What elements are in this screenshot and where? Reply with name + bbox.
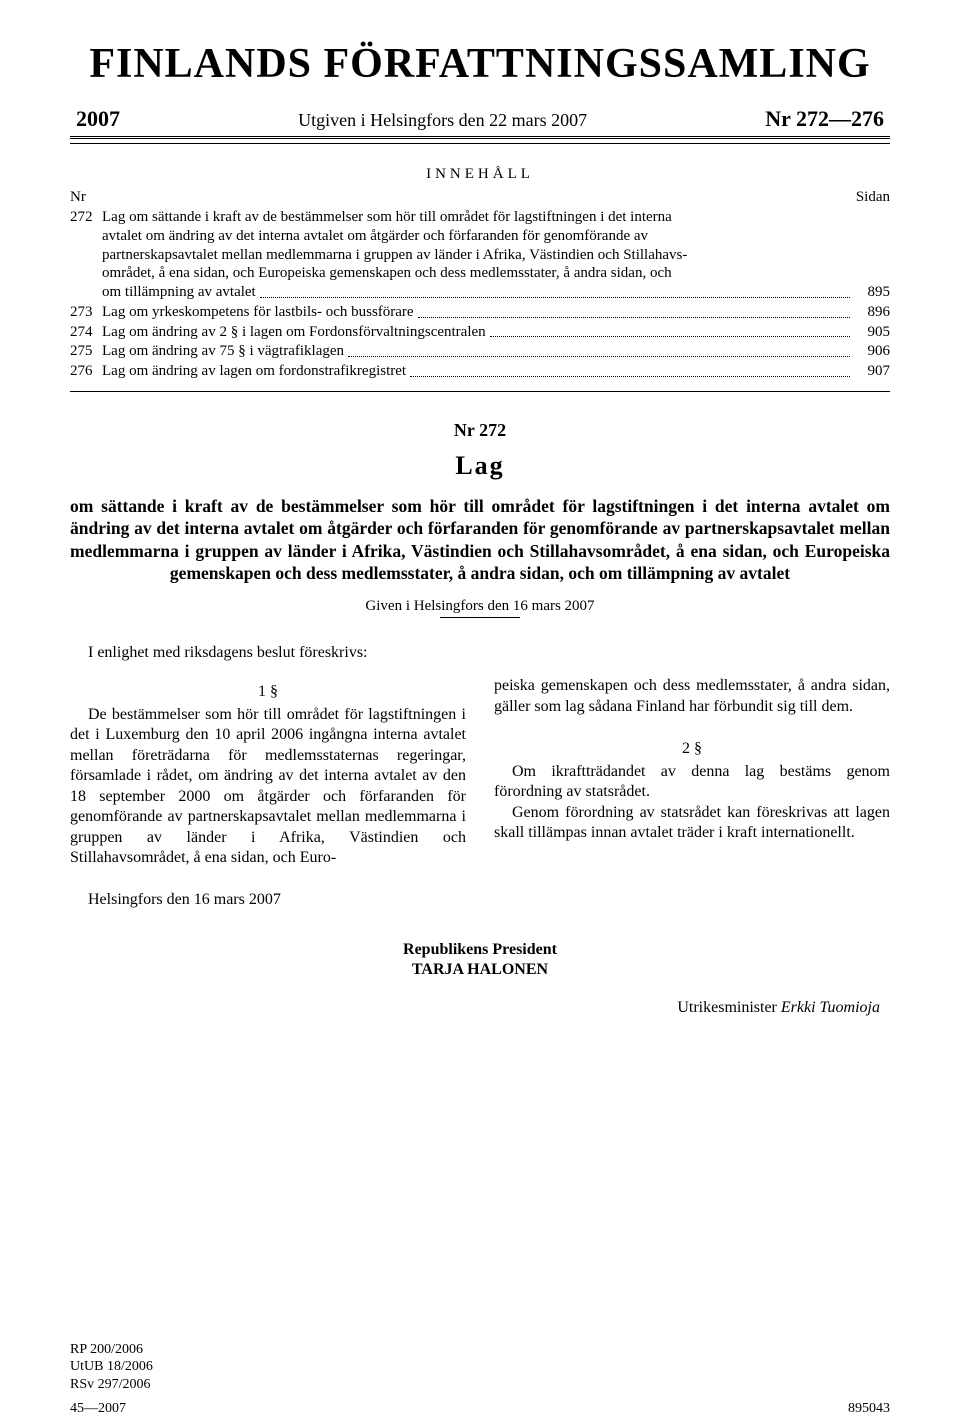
signature-place-date: Helsingfors den 16 mars 2007: [70, 891, 890, 909]
toc-item-nr: 272: [70, 208, 102, 303]
toc-item-page: 895: [854, 283, 890, 302]
issued-in: Utgiven i Helsingfors den 22 mars 2007: [298, 110, 587, 131]
toc-item-page: 896: [854, 303, 890, 322]
law-title: om sättande i kraft av de bestämmelser s…: [70, 495, 890, 585]
section-paragraph: Genom förordning av statsrådet kan föres…: [494, 803, 890, 844]
toc-row: 273 Lag om yrkeskompetens för lastbils- …: [70, 303, 890, 322]
toc-item-nr: 275: [70, 342, 102, 361]
toc-item-text: området, å ena sidan, och Europeiska gem…: [102, 264, 890, 283]
president-name: TARJA HALONEN: [70, 961, 890, 979]
toc-nr-label: Nr: [70, 189, 86, 206]
toc-sidan-label: Sidan: [856, 189, 890, 206]
law-number: Nr 272: [70, 420, 890, 441]
toc-leader-dots: [490, 336, 850, 337]
toc-row: 272 Lag om sättande i kraft av de bestäm…: [70, 208, 890, 303]
toc-row: 274 Lag om ändring av 2 § i lagen om For…: [70, 323, 890, 342]
toc-row: 276 Lag om ändring av lagen om fordonstr…: [70, 362, 890, 381]
right-column: peiska gemenskapen och dess medlemsstate…: [494, 676, 890, 868]
toc-leader-dots: [410, 376, 850, 377]
toc-column-headers: Nr Sidan: [70, 189, 890, 206]
section-paragraph: De bestämmelser som hör till området för…: [70, 705, 466, 869]
toc-item-text: Lag om ändring av lagen om fordonstrafik…: [102, 362, 406, 381]
section-number: 1 §: [70, 682, 466, 702]
footer-references: RP 200/2006 UtUB 18/2006 RSv 297/2006: [70, 1341, 153, 1394]
toc-item-text: om tillämpning av avtalet: [102, 283, 256, 302]
toc-row: 275 Lag om ändring av 75 § i vägtrafikla…: [70, 342, 890, 361]
minister-name: Erkki Tuomioja: [781, 999, 880, 1016]
given-rule: [440, 617, 520, 618]
toc-heading: INNEHÅLL: [70, 166, 890, 183]
footer-ref: UtUB 18/2006: [70, 1358, 153, 1376]
header-rule: [70, 136, 890, 144]
sub-header: 2007 Utgiven i Helsingfors den 22 mars 2…: [70, 106, 890, 132]
toc-item-nr: 276: [70, 362, 102, 381]
toc-item-text: partnerskapsavtalet mellan medlemmarna i…: [102, 246, 890, 265]
main-title: FINLANDS FÖRFATTNINGSSAMLING: [70, 40, 890, 88]
footer-ref: RSv 297/2006: [70, 1376, 153, 1394]
toc-bottom-rule: [70, 391, 890, 392]
publication-year: 2007: [76, 106, 120, 132]
preamble: I enlighet med riksdagens beslut föreskr…: [70, 644, 890, 662]
minister-signature: Utrikesminister Erkki Tuomioja: [70, 999, 890, 1017]
law-body-columns: 1 § De bestämmelser som hör till området…: [70, 676, 890, 868]
toc-leader-dots: [418, 317, 850, 318]
toc-list: 272 Lag om sättande i kraft av de bestäm…: [70, 208, 890, 381]
minister-label: Utrikesminister: [677, 999, 781, 1016]
law-word: Lag: [70, 451, 890, 481]
issue-number-range: Nr 272—276: [765, 106, 884, 132]
toc-leader-dots: [260, 297, 850, 298]
toc-item-page: 905: [854, 323, 890, 342]
toc-item-text: Lag om ändring av 75 § i vägtrafiklagen: [102, 342, 344, 361]
given-line: Given i Helsingfors den 16 mars 2007: [70, 598, 890, 615]
document-page: FINLANDS FÖRFATTNINGSSAMLING 2007 Utgive…: [0, 0, 960, 1427]
toc-item-text: Lag om yrkeskompetens för lastbils- och …: [102, 303, 414, 322]
section-paragraph-continuation: peiska gemenskapen och dess medlemsstate…: [494, 676, 890, 717]
section-paragraph: Om ikraftträdandet av denna lag bestäms …: [494, 762, 890, 803]
toc-item-nr: 273: [70, 303, 102, 322]
president-signature-block: Republikens President TARJA HALONEN: [70, 941, 890, 979]
footer-bottom: 45—2007 895043: [70, 1401, 890, 1417]
toc-item-text: Lag om sättande i kraft av de bestämmels…: [102, 208, 890, 227]
toc-item-page: 907: [854, 362, 890, 381]
toc-item-text: avtalet om ändring av det interna avtale…: [102, 227, 890, 246]
toc-item-nr: 274: [70, 323, 102, 342]
footer-right: 895043: [848, 1401, 890, 1417]
footer-ref: RP 200/2006: [70, 1341, 153, 1359]
toc-leader-dots: [348, 356, 850, 357]
toc-item-page: 906: [854, 342, 890, 361]
footer-left: 45—2007: [70, 1401, 126, 1417]
section-number: 2 §: [494, 739, 890, 759]
left-column: 1 § De bestämmelser som hör till området…: [70, 676, 466, 868]
toc-item-text: Lag om ändring av 2 § i lagen om Fordons…: [102, 323, 486, 342]
president-title: Republikens President: [70, 941, 890, 959]
